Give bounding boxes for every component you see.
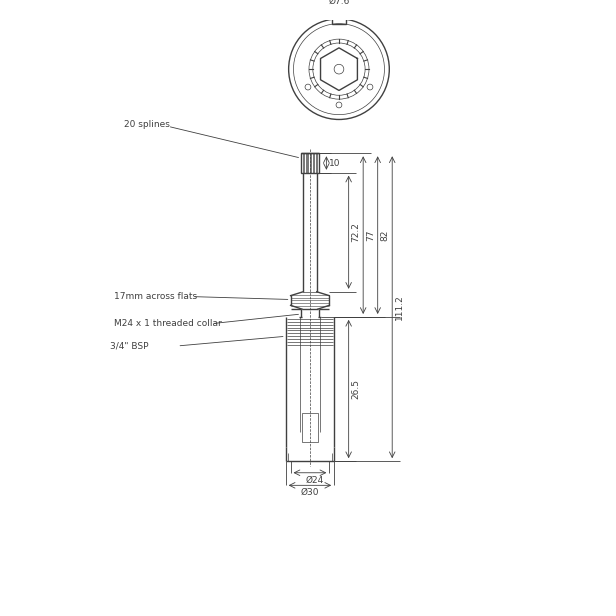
Text: 72.2: 72.2 — [352, 222, 360, 242]
Text: Ø24: Ø24 — [306, 476, 324, 485]
Text: 3/4" BSP: 3/4" BSP — [110, 341, 148, 351]
Text: 111.2: 111.2 — [395, 294, 404, 320]
Bar — [332, 16, 346, 23]
Text: 20 splines: 20 splines — [124, 120, 170, 129]
Text: 17mm across flats: 17mm across flats — [115, 292, 198, 301]
Text: 82: 82 — [381, 229, 389, 241]
Text: 26.5: 26.5 — [352, 379, 360, 399]
Text: 10: 10 — [330, 158, 341, 168]
Text: Ø7.6: Ø7.6 — [328, 0, 350, 6]
Text: M24 x 1 threaded collar: M24 x 1 threaded collar — [115, 319, 222, 328]
Text: Ø30: Ø30 — [301, 488, 319, 497]
Text: 77: 77 — [366, 229, 375, 241]
Bar — [302, 413, 318, 442]
Bar — [301, 153, 318, 172]
